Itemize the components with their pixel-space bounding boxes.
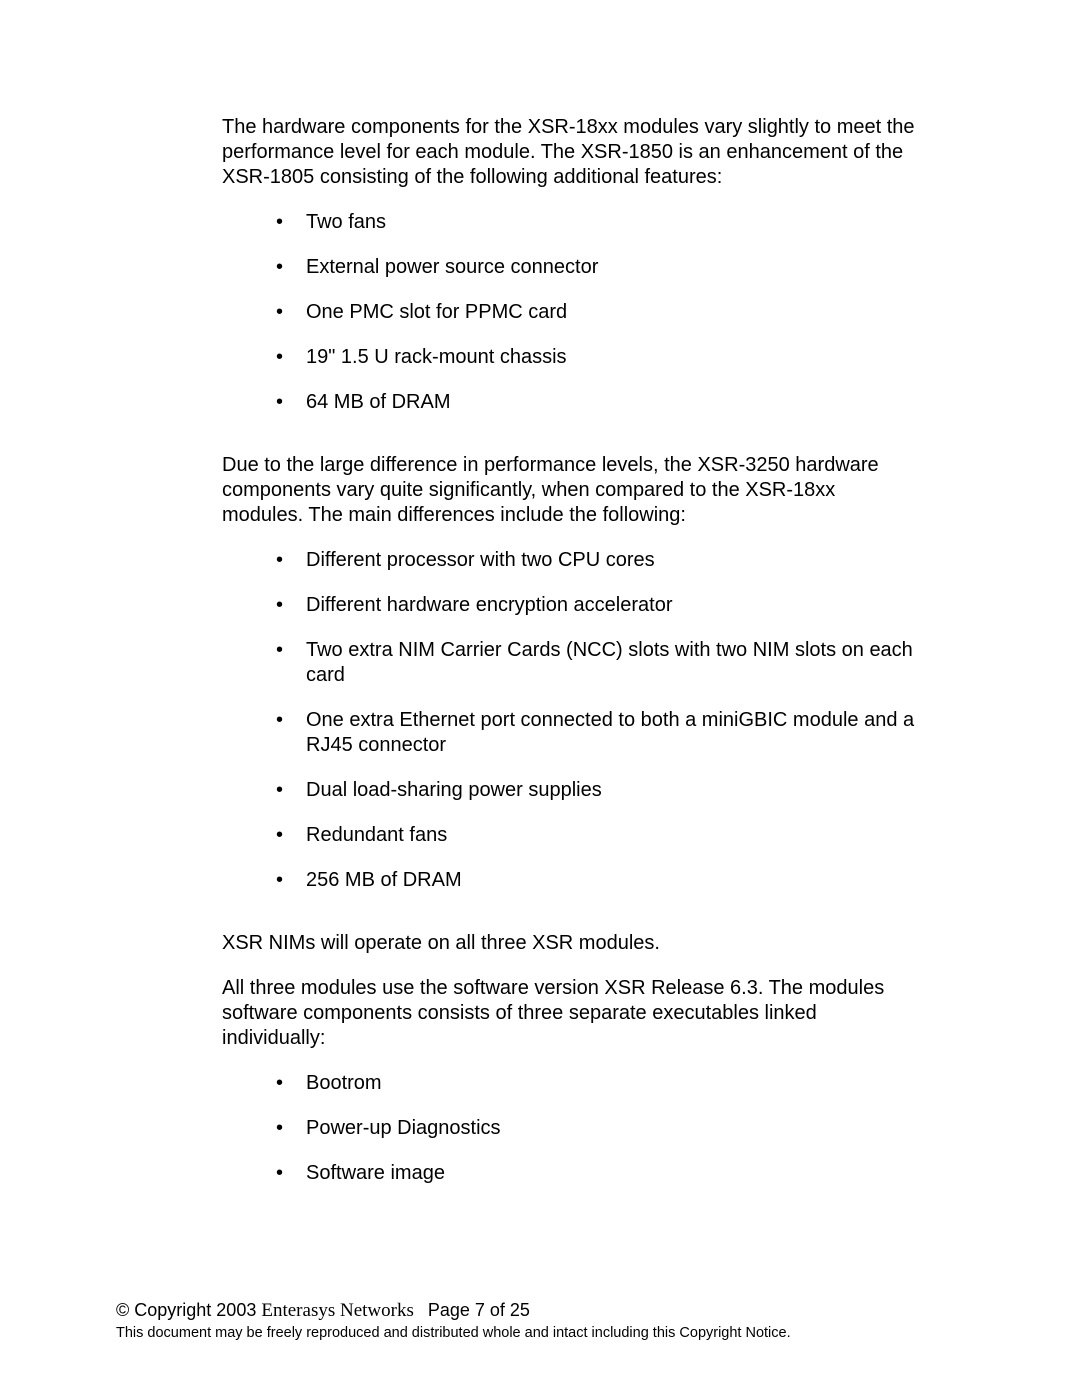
page-footer: © Copyright 2003 Enterasys Networks Page … (116, 1300, 964, 1341)
list-item: Different hardware encryption accelerato… (276, 593, 920, 618)
list-item: One extra Ethernet port connected to bot… (276, 708, 920, 758)
list-item: Dual load-sharing power supplies (276, 778, 920, 803)
company-name: Enterasys Networks (261, 1300, 414, 1321)
list-item: Two fans (276, 210, 920, 235)
list-item: External power source connector (276, 255, 920, 280)
intro-paragraph-2: Due to the large difference in performan… (222, 453, 920, 528)
list-item: Redundant fans (276, 823, 920, 848)
paragraph-3: XSR NIMs will operate on all three XSR m… (222, 931, 920, 956)
intro-paragraph-1: The hardware components for the XSR-18xx… (222, 115, 920, 190)
list-item: Bootrom (276, 1071, 920, 1096)
list-item: Different processor with two CPU cores (276, 548, 920, 573)
list-item: 19" 1.5 U rack-mount chassis (276, 345, 920, 370)
list-item: Power-up Diagnostics (276, 1116, 920, 1141)
list-item: One PMC slot for PPMC card (276, 300, 920, 325)
features-list-3: Bootrom Power-up Diagnostics Software im… (222, 1071, 920, 1186)
features-list-1: Two fans External power source connector… (222, 210, 920, 415)
page-number: Page 7 of 25 (428, 1300, 530, 1320)
list-item: 64 MB of DRAM (276, 390, 920, 415)
list-item: 256 MB of DRAM (276, 868, 920, 893)
footer-notice: This document may be freely reproduced a… (116, 1325, 964, 1341)
paragraph-4: All three modules use the software versi… (222, 976, 920, 1051)
footer-copyright-line: © Copyright 2003 Enterasys Networks Page … (116, 1300, 964, 1322)
features-list-2: Different processor with two CPU cores D… (222, 548, 920, 893)
copyright-prefix: © Copyright 2003 (116, 1300, 261, 1320)
list-item: Software image (276, 1161, 920, 1186)
page-content: The hardware components for the XSR-18xx… (0, 0, 1080, 1186)
list-item: Two extra NIM Carrier Cards (NCC) slots … (276, 638, 920, 688)
